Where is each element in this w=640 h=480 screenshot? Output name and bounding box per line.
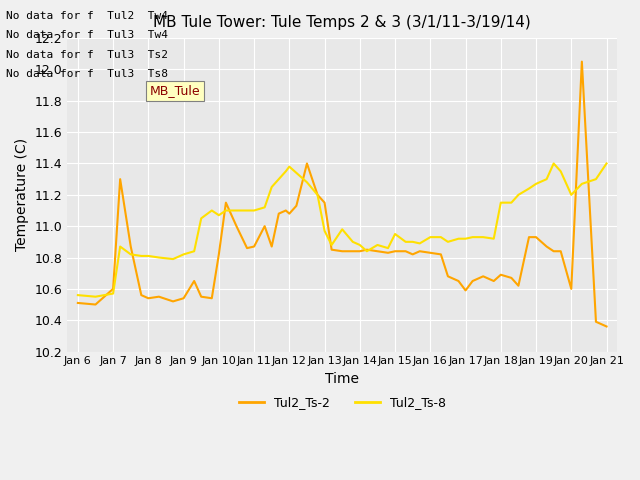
Text: MB_Tule: MB_Tule (150, 84, 200, 97)
X-axis label: Time: Time (325, 372, 359, 386)
Title: MB Tule Tower: Tule Temps 2 & 3 (3/1/11-3/19/14): MB Tule Tower: Tule Temps 2 & 3 (3/1/11-… (154, 15, 531, 30)
Text: No data for f  Tul2  Tw4: No data for f Tul2 Tw4 (6, 11, 168, 21)
Legend: Tul2_Ts-2, Tul2_Ts-8: Tul2_Ts-2, Tul2_Ts-8 (234, 391, 451, 414)
Text: No data for f  Tul3  Ts8: No data for f Tul3 Ts8 (6, 69, 168, 79)
Text: No data for f  Tul3  Ts2: No data for f Tul3 Ts2 (6, 49, 168, 60)
Text: No data for f  Tul3  Tw4: No data for f Tul3 Tw4 (6, 30, 168, 40)
Y-axis label: Temperature (C): Temperature (C) (15, 138, 29, 252)
